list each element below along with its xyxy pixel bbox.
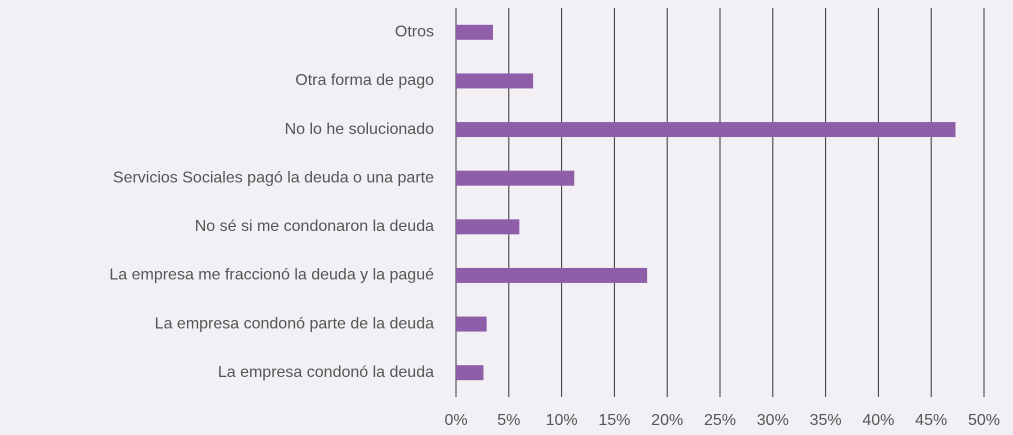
x-tick-label: 45% [915, 412, 947, 429]
x-tick-label: 30% [757, 412, 789, 429]
bar [456, 170, 575, 186]
x-tick-label: 40% [862, 412, 894, 429]
y-tick-label: No sé si me condonaron la deuda [195, 218, 434, 235]
y-tick-label: No lo he solucionado [285, 121, 435, 138]
bar [456, 73, 534, 89]
x-tick-label: 20% [651, 412, 683, 429]
bar [456, 122, 956, 138]
y-tick-label: Servicios Sociales pagó la deuda o una p… [113, 169, 434, 186]
x-tick-label: 15% [598, 412, 630, 429]
bar [456, 24, 493, 40]
y-tick-label: La empresa condonó la deuda [218, 364, 434, 381]
bar [456, 316, 487, 332]
x-tick-label: 25% [704, 412, 736, 429]
y-tick-label: Otra forma de pago [295, 72, 434, 89]
bar [456, 365, 484, 381]
y-tick-label: Otros [395, 24, 434, 41]
bar [456, 219, 520, 235]
x-tick-label: 35% [810, 412, 842, 429]
y-tick-label: La empresa me fraccionó la deuda y la pa… [109, 267, 434, 284]
x-tick-label: 50% [968, 412, 1000, 429]
x-tick-label: 0% [444, 412, 467, 429]
y-tick-label: La empresa condonó parte de la deuda [155, 315, 434, 332]
x-tick-label: 5% [497, 412, 520, 429]
bar [456, 267, 648, 283]
x-tick-label: 10% [546, 412, 578, 429]
